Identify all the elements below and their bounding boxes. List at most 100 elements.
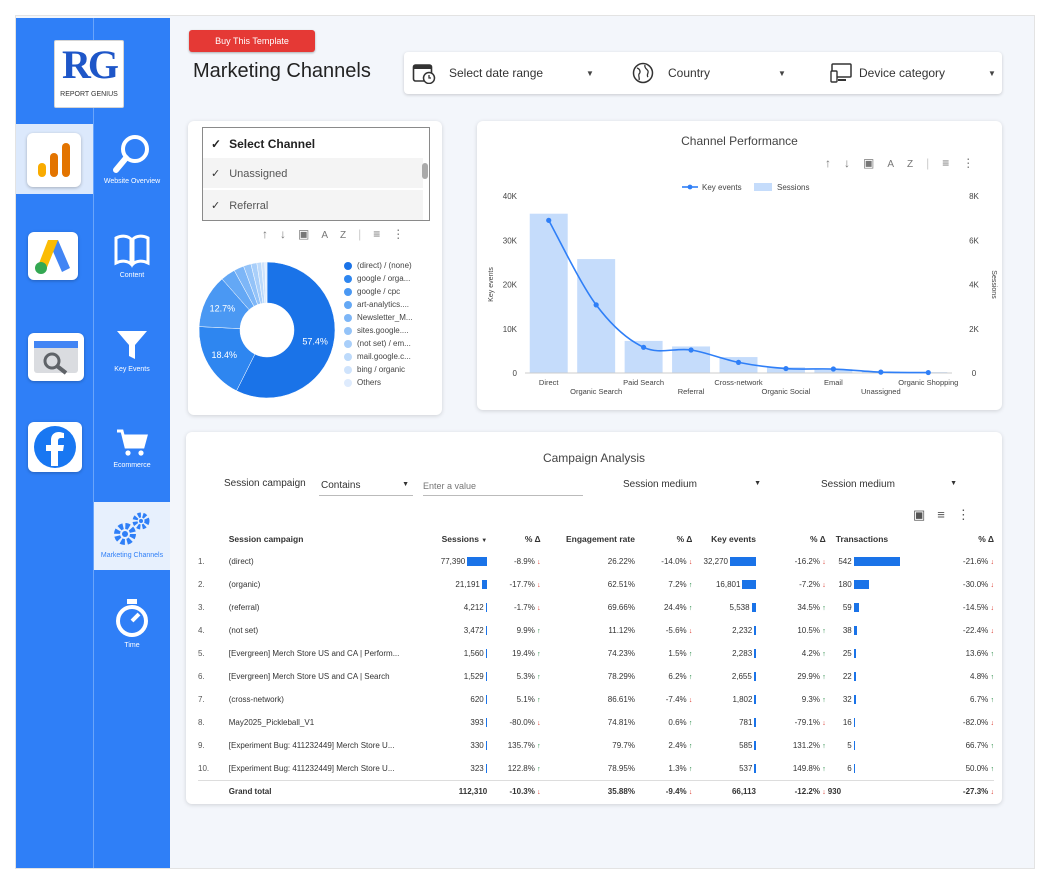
analytics-icon[interactable] — [27, 133, 81, 187]
cart-icon — [117, 429, 148, 456]
arrow-up-icon: ↑ — [537, 765, 541, 773]
col-header-campaign[interactable]: Session campaign — [228, 534, 304, 544]
key-events-point[interactable] — [830, 366, 836, 372]
nav-label: Website Overview — [103, 178, 161, 185]
nav-item-marketing-channels[interactable]: Marketing Channels — [94, 502, 170, 570]
pie-legend-item[interactable]: google / cpc — [344, 287, 436, 297]
search-console-icon[interactable] — [28, 333, 84, 381]
key-events-line[interactable] — [548, 219, 929, 374]
sessions-bar[interactable] — [577, 259, 616, 373]
select-channel-row[interactable]: ✓ Select Channel — [211, 137, 315, 151]
nav-label: Content — [119, 272, 145, 279]
pie-legend-item[interactable]: Others — [344, 378, 436, 388]
table-row[interactable]: 5. [Evergreen] Merch Store US and CA | Pe… — [198, 642, 994, 665]
legend-label: sites.google.... — [357, 326, 409, 335]
pie-slice[interactable] — [264, 261, 268, 304]
nav-item-ecommerce[interactable]: Ecommerce — [94, 428, 170, 472]
arrow-up-icon: ↑ — [990, 765, 995, 773]
table-row[interactable]: 6. [Evergreen] Merch Store US and CA | Se… — [198, 665, 994, 688]
facebook-icon[interactable] — [28, 422, 82, 472]
key-events-point[interactable] — [878, 369, 884, 375]
pie-legend-item[interactable]: (not set) / em... — [344, 339, 436, 349]
sort-desc-icon[interactable]: ↓ — [844, 156, 863, 170]
sort-desc-icon[interactable]: ↓ — [280, 227, 298, 241]
key-events-point[interactable] — [783, 365, 789, 372]
channel-option[interactable] — [203, 190, 423, 220]
legend-swatch — [344, 262, 352, 270]
col-header-key-events[interactable]: Key events — [711, 534, 756, 544]
buy-template-button[interactable]: Buy This Template — [189, 30, 315, 52]
ads-icon[interactable] — [28, 232, 78, 280]
filter-icon[interactable]: ≡ — [937, 507, 957, 522]
campaign-name: [Evergreen] Merch Store US and CA | Perf… — [228, 649, 400, 658]
filter-icon[interactable]: ≡ — [373, 227, 393, 241]
x-tick-label: Email — [824, 378, 843, 387]
pie-slice[interactable] — [236, 261, 336, 399]
campaign-value-input[interactable] — [423, 476, 583, 496]
nav-item-website-overview[interactable]: Website Overview — [94, 132, 170, 192]
session-medium-filter-1[interactable]: Session medium ▼ — [614, 474, 764, 496]
chevron-down-icon: ▼ — [402, 481, 409, 488]
nav-item-content[interactable]: Content — [94, 232, 170, 288]
x-tick-label: Organic Search — [570, 387, 622, 396]
scrollbar-thumb[interactable] — [422, 163, 428, 179]
chart-settings-icon[interactable]: ▣ — [863, 156, 888, 170]
col-header-transactions[interactable]: Transactions — [835, 534, 889, 544]
channel-option[interactable] — [203, 158, 423, 188]
table-row[interactable]: 3. (referral) 4,212 -1.7% ↓ 69.66% 24.4% ↑ 5,5… — [198, 596, 994, 619]
more-vert-icon[interactable]: ⋮ — [392, 227, 417, 241]
sort-az-icon[interactable]: AZ — [887, 159, 927, 170]
engagement-rate-cell: 62.51% — [607, 580, 635, 589]
country-filter[interactable]: Country ▼ — [632, 52, 792, 94]
key-events-point[interactable] — [925, 369, 931, 376]
table-row[interactable]: 1. (direct) 77,390 -8.9% ↓ 26.22% -14.0% ↓ 32,… — [198, 550, 994, 573]
calendar-icon — [412, 64, 436, 84]
col-header-sessions-delta[interactable]: % Δ — [524, 534, 541, 544]
col-header-sessions[interactable]: Sessions ▼ — [441, 534, 488, 544]
more-vert-icon[interactable]: ⋮ — [956, 507, 982, 522]
table-row[interactable]: 2. (organic) 21,191 -17.7% ↓ 62.51% 7.2% ↑ 16,… — [198, 573, 994, 596]
device-filter[interactable]: Device category ▼ — [830, 52, 996, 94]
date-range-picker[interactable]: Select date range ▼ — [412, 52, 602, 94]
sort-asc-icon[interactable]: ↑ — [825, 156, 844, 170]
key-events-point[interactable] — [735, 359, 742, 365]
nav-item-time[interactable]: Time — [94, 598, 170, 652]
pie-legend-item[interactable]: Newsletter_M... — [344, 313, 436, 323]
col-header-ke-delta[interactable]: % Δ — [810, 534, 826, 544]
key-events-point[interactable] — [688, 347, 694, 353]
sort-az-icon[interactable]: AZ — [321, 230, 359, 241]
filter-icon[interactable]: ≡ — [942, 156, 963, 170]
pie-legend-item[interactable]: bing / organic — [344, 365, 436, 375]
pie-legend-item[interactable]: google / orga... — [344, 274, 436, 284]
col-header-er-delta[interactable]: % Δ — [676, 534, 693, 544]
table-row[interactable]: 7. (cross-network) 620 5.1% ↑ 86.61% -7.4% ↓ 1… — [198, 688, 994, 711]
table-row[interactable]: 9. [Experiment Bug: 411232449] Merch Stor… — [198, 734, 994, 757]
pie-legend-item[interactable]: (direct) / (none) — [344, 261, 436, 271]
sessions-bar[interactable] — [719, 357, 758, 373]
channel-selector[interactable]: ✓ Select Channel ✓ Unassigned ✓ Referral — [202, 127, 430, 221]
more-vert-icon[interactable]: ⋮ — [962, 156, 988, 170]
chart-settings-icon[interactable]: ▣ — [913, 507, 938, 522]
key-events-point[interactable] — [641, 344, 647, 350]
col-header-engagement-rate[interactable]: Engagement rate — [565, 534, 635, 544]
pie-legend-item[interactable]: sites.google.... — [344, 326, 436, 336]
key-events-point[interactable] — [546, 217, 552, 223]
col-header-tr-delta[interactable]: % Δ — [978, 534, 994, 544]
operator-select[interactable]: Contains ▼ — [319, 474, 413, 496]
pie-legend-item[interactable]: art-analytics.... — [344, 300, 436, 310]
pie-toolbar: ↑↓▣AZ|≡⋮ — [262, 227, 417, 241]
chart-settings-icon[interactable]: ▣ — [298, 227, 322, 241]
table-row[interactable]: 10. [Experiment Bug: 411232449] Merch Sto… — [198, 757, 994, 780]
transactions-value: 180 — [838, 579, 852, 589]
table-row[interactable]: 4. (not set) 3,472 9.9% ↑ 11.12% -5.6% ↓ 2,232… — [198, 619, 994, 642]
legend-label: google / cpc — [357, 287, 401, 296]
sessions-bar[interactable] — [529, 213, 568, 373]
perf-toolbar: ↑↓▣AZ|≡⋮ — [825, 156, 988, 170]
engagement-rate-cell: 74.23% — [607, 649, 635, 658]
key-events-point[interactable] — [593, 302, 599, 308]
nav-item-key-events[interactable]: Key Events — [94, 328, 170, 378]
pie-legend-item[interactable]: mail.google.c... — [344, 352, 436, 362]
session-medium-filter-2[interactable]: Session medium ▼ — [811, 474, 961, 496]
sort-asc-icon[interactable]: ↑ — [262, 227, 280, 241]
table-row[interactable]: 8. May2025_Pickleball_V1 393 -80.0% ↓ 74.81%… — [198, 711, 994, 734]
